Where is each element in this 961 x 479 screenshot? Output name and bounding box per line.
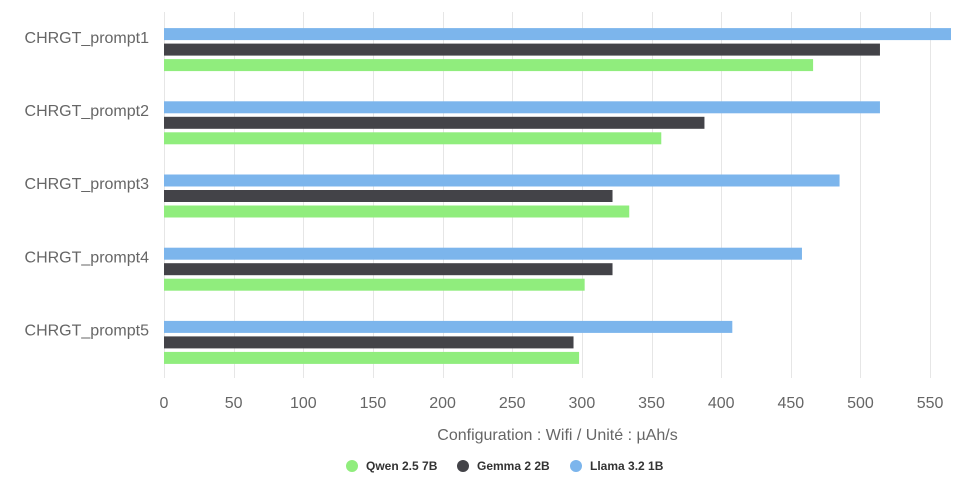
- x-tick-label: 550: [917, 395, 944, 412]
- category-label: CHRGT_prompt5: [25, 323, 150, 340]
- x-tick-labels: 0 50 100 150 200 250 300 350 400 450 500 550: [160, 395, 944, 412]
- bar-llama-3-2-1b-3[interactable]: [164, 174, 840, 187]
- category-labels: CHRGT_prompt1 CHRGT_prompt2 CHRGT_prompt3 C…: [25, 30, 150, 340]
- x-tick-label: 150: [360, 395, 387, 412]
- x-tick-label: 400: [708, 395, 735, 412]
- x-tick-label: 450: [777, 395, 804, 412]
- legend-item-llama-3-2-1b[interactable]: Llama 3.2 1B: [570, 459, 664, 473]
- legend-label: Llama 3.2 1B: [590, 459, 664, 473]
- bar-qwen-2-5-7b-1[interactable]: [164, 59, 814, 72]
- legend: Qwen 2.5 7B Gemma 2 2B Llama 3.2 1B: [346, 459, 664, 473]
- x-tick-label: 0: [160, 395, 169, 412]
- bar-gemma-2-2b-3[interactable]: [164, 190, 613, 202]
- legend-marker: [346, 460, 358, 472]
- legend-label: Gemma 2 2B: [477, 459, 550, 473]
- category-label: CHRGT_prompt3: [25, 176, 150, 193]
- x-tick-label: 300: [569, 395, 596, 412]
- legend-marker: [570, 460, 582, 472]
- category-label: CHRGT_prompt1: [25, 30, 150, 47]
- bar-llama-3-2-1b-5[interactable]: [164, 320, 733, 333]
- x-tick-label: 50: [225, 395, 243, 412]
- bar-qwen-2-5-7b-5[interactable]: [164, 351, 580, 364]
- bar-qwen-2-5-7b-4[interactable]: [164, 278, 585, 291]
- x-tick-label: 100: [290, 395, 317, 412]
- category-label: CHRGT_prompt4: [25, 249, 150, 266]
- legend-marker: [457, 460, 469, 472]
- bar-llama-3-2-1b-4[interactable]: [164, 247, 802, 260]
- legend-item-qwen-2-5-7b[interactable]: Qwen 2.5 7B: [346, 459, 438, 473]
- bar-llama-3-2-1b-2[interactable]: [164, 101, 880, 114]
- x-tick-label: 500: [847, 395, 874, 412]
- x-axis-title: Configuration : Wifi / Unité : µAh/s: [437, 427, 677, 444]
- bar-qwen-2-5-7b-2[interactable]: [164, 132, 662, 145]
- category-label: CHRGT_prompt2: [25, 103, 150, 120]
- bar-gemma-2-2b-5[interactable]: [164, 336, 574, 349]
- x-tick-label: 350: [638, 395, 665, 412]
- bar-gemma-2-2b-4[interactable]: [164, 263, 613, 276]
- bar-qwen-2-5-7b-3[interactable]: [164, 205, 630, 218]
- bar-gemma-2-2b-1[interactable]: [164, 43, 880, 56]
- bars: [164, 28, 951, 364]
- bar-llama-3-2-1b-1[interactable]: [164, 28, 951, 41]
- x-tick-label: 250: [499, 395, 526, 412]
- x-tick-label: 200: [429, 395, 456, 412]
- legend-item-gemma-2-2b[interactable]: Gemma 2 2B: [457, 459, 550, 473]
- legend-label: Qwen 2.5 7B: [366, 459, 438, 473]
- bar-gemma-2-2b-2[interactable]: [164, 116, 705, 129]
